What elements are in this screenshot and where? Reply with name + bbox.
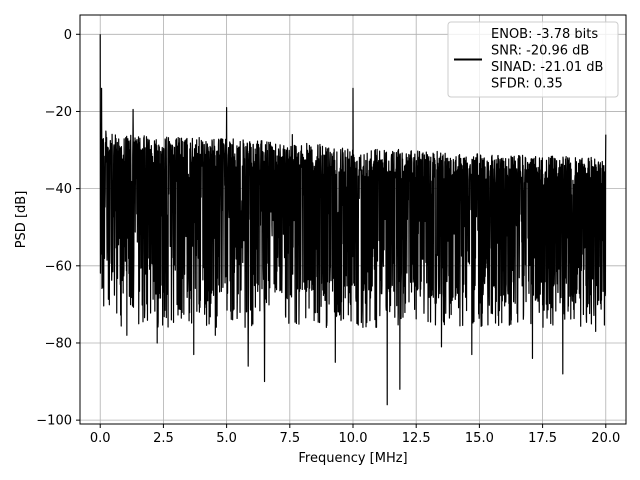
x-tick-label: 12.5: [402, 431, 431, 446]
x-axis-label: Frequency [MHz]: [298, 451, 407, 466]
x-tick-label: 7.5: [279, 431, 300, 446]
y-tick-label: −80: [45, 336, 72, 351]
y-tick-label: −100: [36, 414, 72, 429]
x-tick-label: 2.5: [153, 431, 174, 446]
x-tick-label: 17.5: [528, 431, 557, 446]
y-tick-label: −40: [45, 182, 72, 197]
psd-trace: [99, 34, 607, 406]
x-tick-label: 20.0: [591, 431, 620, 446]
x-axis-ticks: 0.0 2.5 5.0 7.5 10.0 12.5 15.0 17.5 20.0: [90, 424, 620, 446]
psd-series-line: [99, 34, 607, 406]
y-tick-label: −60: [45, 259, 72, 274]
y-tick-label: −20: [45, 105, 72, 120]
x-tick-label: 15.0: [465, 431, 494, 446]
y-axis-ticks: 0 −20 −40 −60 −80 −100: [36, 28, 80, 429]
legend: ENOB: -3.78 bits SNR: -20.96 dB SINAD: -…: [447, 21, 619, 98]
legend-box: [447, 21, 619, 98]
legend-entry-enob: ENOB: -3.78 bits: [491, 27, 598, 42]
x-tick-label: 10.0: [339, 431, 368, 446]
legend-entry-sfdr: SFDR: 0.35: [491, 77, 563, 92]
legend-entry-snr: SNR: -20.96 dB: [491, 44, 589, 59]
y-tick-label: 0: [64, 28, 72, 43]
legend-entry-sinad: SINAD: -21.01 dB: [491, 60, 603, 75]
y-axis-label: PSD [dB]: [14, 191, 29, 249]
x-tick-label: 5.0: [216, 431, 237, 446]
x-tick-label: 0.0: [90, 431, 111, 446]
